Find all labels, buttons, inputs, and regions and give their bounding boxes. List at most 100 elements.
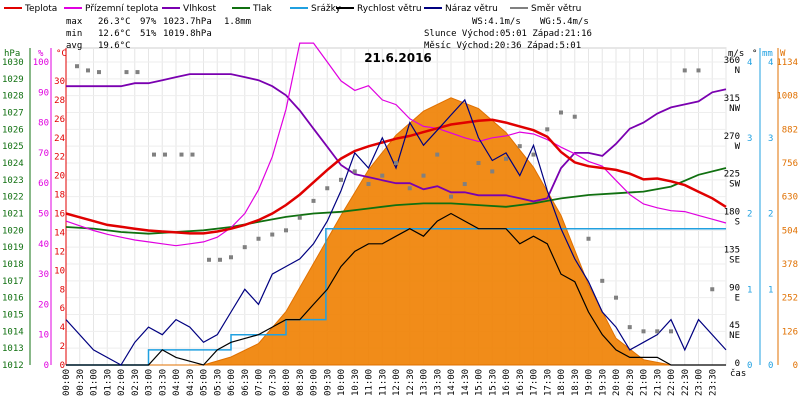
series-8-point-26: [435, 152, 440, 157]
series-0-line: [65, 118, 727, 235]
info-wg: WG:5.4m/s: [540, 17, 589, 27]
tick-solar-5: 504: [782, 226, 798, 236]
tick-humidity-6: 40: [38, 240, 49, 250]
tick-direction-4: 180: [724, 208, 740, 218]
tick-direction-name-1: NW: [729, 104, 740, 114]
tick-solar-1: 1008: [776, 92, 798, 102]
tick-temperature-12: 6: [60, 304, 65, 314]
stat-min-temp: 12.6°C: [98, 29, 131, 39]
tick-time-32: 16:00: [502, 369, 512, 396]
tick-time-20: 10:00: [337, 369, 347, 396]
tick-rain-2: 2: [768, 210, 773, 220]
tick-time-19: 09:30: [323, 369, 333, 396]
stat-min-label: min: [66, 29, 82, 39]
tick-time-28: 14:00: [447, 369, 457, 396]
tick-temperature-10: 10: [54, 266, 65, 276]
series-8-point-45: [696, 68, 701, 73]
stat-min-hum: 51%: [140, 29, 157, 39]
series-8-point-40: [627, 325, 632, 330]
tick-time-44: 22:00: [667, 369, 677, 396]
tick-temperature-2: 26: [54, 115, 65, 125]
tick-direction-name-5: SE: [729, 255, 740, 265]
tick-pressure-15: 1015: [2, 311, 24, 321]
series-8-point-20: [352, 169, 357, 174]
legend-label-1: Přízemní teplota: [85, 4, 158, 14]
unit-ms: m/s: [728, 49, 744, 59]
tick-time-21: 10:30: [351, 369, 361, 396]
series-8-point-36: [572, 114, 577, 119]
tick-humidity-4: 60: [38, 179, 49, 189]
tick-pressure-13: 1017: [2, 277, 24, 287]
tick-humidity-10: 0: [44, 361, 49, 371]
tick-pressure-18: 1012: [2, 361, 24, 371]
tick-direction-name-2: W: [735, 142, 741, 152]
chart-title: 21.6.2016: [364, 51, 432, 65]
series-8-point-27: [449, 194, 453, 199]
tick-rain-1: 3: [768, 134, 773, 144]
stat-max-rain: 1.8mm: [224, 17, 251, 27]
tick-solar-9: 0: [793, 361, 798, 371]
legend-label-7: Směr větru: [531, 4, 581, 14]
tick-direction-7: 45: [729, 321, 740, 331]
tick-temperature-15: 0: [60, 361, 65, 371]
tick-temperature-7: 16: [54, 210, 65, 220]
tick-time-6: 03:00: [145, 369, 155, 396]
marks: [65, 42, 727, 366]
stat-max-hum: 97%: [140, 17, 157, 27]
tick-pressure-1: 1029: [2, 75, 24, 85]
tick-temperature-1: 28: [54, 96, 65, 106]
tick-pressure-14: 1016: [2, 294, 24, 304]
tick-solar-3: 756: [782, 159, 798, 169]
unit-pct: %: [38, 49, 44, 59]
info-ws: WS:4.1m/s: [472, 17, 521, 27]
tick-solar-6: 378: [782, 260, 798, 270]
tick-temperature-14: 2: [60, 342, 65, 352]
tick-wind-0: 4: [747, 58, 752, 68]
tick-time-41: 20:30: [626, 369, 636, 396]
tick-time-2: 01:00: [90, 369, 100, 396]
tick-time-31: 15:30: [488, 369, 498, 396]
series-8-point-21: [366, 182, 371, 187]
series-8-point-42: [655, 329, 660, 334]
tick-humidity-2: 80: [38, 119, 49, 129]
tick-pressure-17: 1013: [2, 344, 24, 354]
tick-time-24: 12:00: [392, 369, 402, 396]
tick-time-26: 13:00: [420, 369, 430, 396]
tick-direction-3: 225: [724, 170, 740, 180]
series-8-point-1: [86, 68, 90, 73]
series-8-point-9: [207, 257, 211, 262]
legend-label-4: Srážky: [311, 4, 342, 14]
tick-time-4: 02:00: [117, 369, 127, 396]
tick-direction-name-0: N: [735, 66, 740, 76]
tick-wind-2: 2: [747, 210, 752, 220]
tick-humidity-7: 30: [38, 270, 49, 280]
unit-hpa: hPa: [4, 49, 20, 59]
tick-temperature-11: 8: [60, 285, 65, 295]
tick-solar-2: 882: [782, 125, 798, 135]
tick-temperature-6: 18: [54, 191, 65, 201]
series-8-point-39: [614, 295, 618, 300]
legend-label-6: Náraz větru: [445, 4, 498, 14]
tick-time-34: 17:00: [530, 369, 540, 396]
series-6-line: [66, 212, 726, 366]
series-8-point-4: [135, 70, 140, 75]
stat-avg-temp: 19.6°C: [98, 41, 131, 51]
stats-panel: max 26.3°C 97% 1023.7hPa 1.8mm min 12.6°…: [66, 17, 251, 51]
tick-time-40: 20:00: [612, 369, 622, 396]
legend-label-0: Teplota: [24, 4, 57, 14]
series-8-point-2: [97, 70, 101, 75]
tick-direction-2: 270: [724, 132, 740, 142]
tick-time-9: 04:30: [186, 369, 196, 396]
tick-pressure-11: 1019: [2, 243, 24, 253]
series-8-point-28: [462, 182, 467, 187]
tick-solar-0: 1134: [776, 58, 798, 68]
series-8-point-5: [152, 152, 156, 157]
tick-humidity-9: 10: [38, 331, 49, 341]
tick-direction-name-6: E: [735, 293, 740, 303]
tick-time-45: 22:30: [681, 369, 691, 396]
tick-temperature-3: 24: [54, 134, 65, 144]
info-moon: Měsíc Východ:20:36 Západ:5:01: [424, 41, 581, 51]
series-8-point-35: [559, 110, 563, 115]
tick-pressure-8: 1022: [2, 193, 24, 203]
series-8-point-0: [75, 64, 79, 69]
